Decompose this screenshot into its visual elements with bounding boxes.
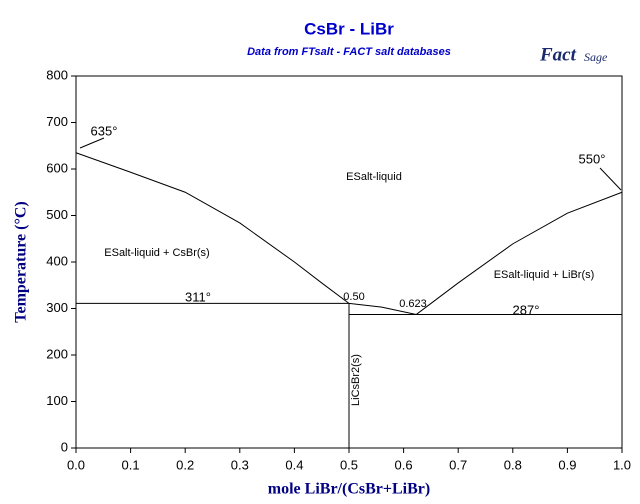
logo: Fact Sage <box>539 44 608 65</box>
annotation: ESalt-liquid <box>346 171 402 183</box>
x-tick-label: 0.1 <box>122 457 140 472</box>
x-tick-label: 0.8 <box>504 457 522 472</box>
x-axis-label: mole LiBr/(CsBr+LiBr) <box>268 481 430 498</box>
x-tick-label: 0.0 <box>67 457 85 472</box>
phase-boundary <box>348 302 417 316</box>
x-tick-label: 0.4 <box>285 457 303 472</box>
phase-boundary <box>75 152 350 304</box>
logo-main: Fact <box>539 44 577 65</box>
y-tick-label: 0 <box>61 439 68 454</box>
x-tick-label: 0.9 <box>558 457 576 472</box>
x-tick-label: 0.6 <box>395 457 413 472</box>
leader-line <box>79 137 105 149</box>
annotation: ESalt-liquid + LiBr(s) <box>494 269 595 281</box>
annotation: 311° <box>185 289 211 304</box>
x-tick-label: 0.5 <box>340 457 358 472</box>
x-tick-label: 1.0 <box>613 457 631 472</box>
chart-subtitle: Data from FTsalt - FACT salt databases <box>247 46 451 58</box>
annotation: 0.50 <box>343 291 364 303</box>
y-tick-label: 400 <box>46 253 68 268</box>
y-tick-label: 600 <box>46 160 68 175</box>
annotation: LiCsBr2(s) <box>350 354 362 406</box>
annotation: 635° <box>91 123 118 138</box>
annotation: ESalt-liquid + CsBr(s) <box>104 247 209 259</box>
x-tick-label: 0.7 <box>449 457 467 472</box>
y-tick-label: 100 <box>46 393 68 408</box>
y-tick-label: 300 <box>46 300 68 315</box>
phase-boundary <box>415 191 623 315</box>
y-axis-label: Temperature (°C) <box>13 201 30 322</box>
logo-sub: Sage <box>584 50 608 64</box>
annotation: 287° <box>513 302 540 317</box>
chart-title: CsBr - LiBr <box>304 19 394 38</box>
x-tick-label: 0.2 <box>176 457 194 472</box>
annotation: 550° <box>579 151 606 166</box>
y-tick-label: 500 <box>46 207 68 222</box>
y-tick-label: 700 <box>46 114 68 129</box>
annotation: 0.623 <box>399 298 427 310</box>
leader-line <box>599 167 622 191</box>
x-tick-label: 0.3 <box>231 457 249 472</box>
y-tick-label: 200 <box>46 346 68 361</box>
y-tick-label: 800 <box>46 67 68 82</box>
